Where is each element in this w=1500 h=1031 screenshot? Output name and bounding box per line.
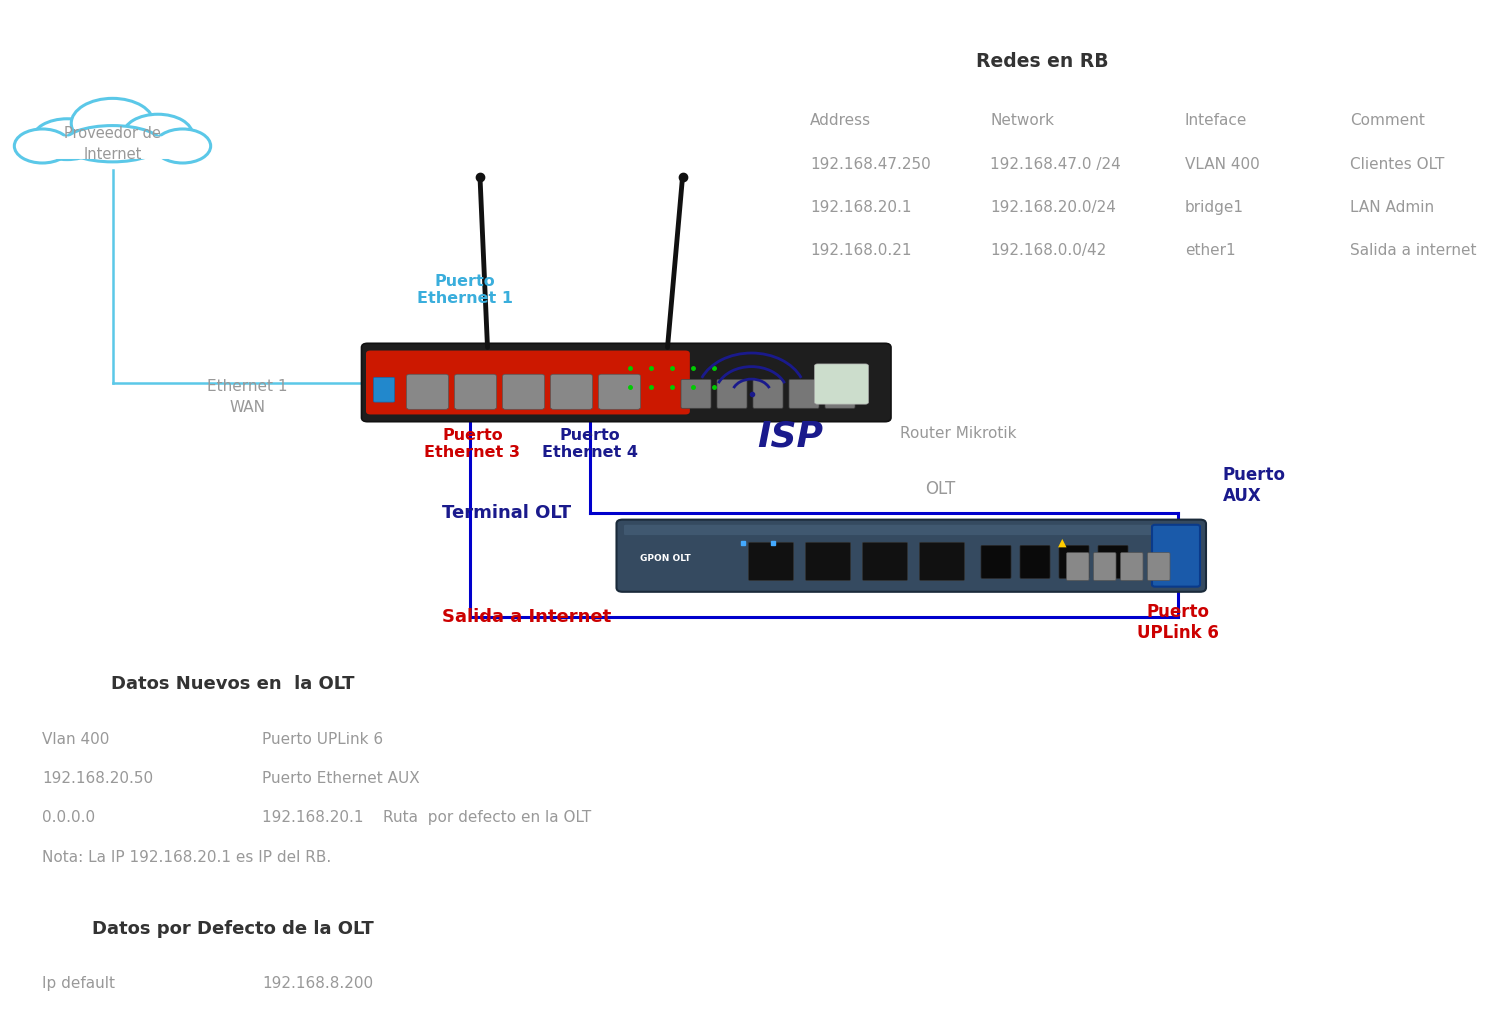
FancyBboxPatch shape xyxy=(920,542,964,580)
Text: Puerto UPLink 6: Puerto UPLink 6 xyxy=(262,732,384,747)
Text: Proveedor de
Internet: Proveedor de Internet xyxy=(64,127,160,162)
FancyBboxPatch shape xyxy=(406,374,448,409)
Text: ISP: ISP xyxy=(758,420,824,454)
Text: LAN Admin: LAN Admin xyxy=(1350,200,1434,215)
FancyBboxPatch shape xyxy=(825,379,855,408)
Text: VLAN 400: VLAN 400 xyxy=(1185,157,1260,172)
FancyBboxPatch shape xyxy=(503,374,544,409)
Text: Ip default: Ip default xyxy=(42,976,116,992)
Text: Router Mikrotik: Router Mikrotik xyxy=(900,426,1017,441)
Ellipse shape xyxy=(33,119,102,160)
Text: Puerto
Ethernet 4: Puerto Ethernet 4 xyxy=(542,428,638,460)
Text: 192.168.20.0/24: 192.168.20.0/24 xyxy=(990,200,1116,215)
Text: 192.168.20.1    Ruta  por defecto en la OLT: 192.168.20.1 Ruta por defecto en la OLT xyxy=(262,810,591,826)
Text: Nota: La IP 192.168.20.1 es IP del RB.: Nota: La IP 192.168.20.1 es IP del RB. xyxy=(42,850,332,865)
Text: Clientes OLT: Clientes OLT xyxy=(1350,157,1444,172)
Text: Network: Network xyxy=(990,113,1054,129)
FancyBboxPatch shape xyxy=(717,379,747,408)
Text: 192.168.0.21: 192.168.0.21 xyxy=(810,243,912,259)
FancyBboxPatch shape xyxy=(1066,553,1089,580)
Text: Datos Nuevos en  la OLT: Datos Nuevos en la OLT xyxy=(111,675,354,693)
FancyBboxPatch shape xyxy=(1059,545,1089,578)
FancyBboxPatch shape xyxy=(753,379,783,408)
FancyBboxPatch shape xyxy=(815,364,868,404)
Text: 192.168.0.0/42: 192.168.0.0/42 xyxy=(990,243,1106,259)
Text: Puerto
AUX: Puerto AUX xyxy=(1222,466,1286,505)
Text: Inteface: Inteface xyxy=(1185,113,1248,129)
Text: Puerto
Ethernet 3: Puerto Ethernet 3 xyxy=(424,428,520,460)
Text: Vlan 400: Vlan 400 xyxy=(42,732,110,747)
FancyBboxPatch shape xyxy=(454,374,497,409)
Text: Address: Address xyxy=(810,113,871,129)
FancyBboxPatch shape xyxy=(981,545,1011,578)
Ellipse shape xyxy=(15,129,70,163)
FancyBboxPatch shape xyxy=(862,542,907,580)
Text: Salida a Internet: Salida a Internet xyxy=(442,607,612,626)
FancyBboxPatch shape xyxy=(34,137,189,158)
FancyBboxPatch shape xyxy=(374,377,394,402)
FancyBboxPatch shape xyxy=(616,520,1206,592)
Text: bridge1: bridge1 xyxy=(1185,200,1244,215)
FancyBboxPatch shape xyxy=(748,542,794,580)
Ellipse shape xyxy=(63,126,162,162)
FancyBboxPatch shape xyxy=(1120,553,1143,580)
Text: 192.168.47.250: 192.168.47.250 xyxy=(810,157,930,172)
Text: Ethernet 1
WAN: Ethernet 1 WAN xyxy=(207,379,288,414)
Text: Redes en RB: Redes en RB xyxy=(976,52,1108,70)
FancyBboxPatch shape xyxy=(18,111,207,170)
FancyBboxPatch shape xyxy=(806,542,850,580)
Text: Puerto
Ethernet 1: Puerto Ethernet 1 xyxy=(417,274,513,306)
Text: Terminal OLT: Terminal OLT xyxy=(442,504,572,523)
FancyBboxPatch shape xyxy=(624,525,1198,535)
Text: 0.0.0.0: 0.0.0.0 xyxy=(42,810,94,826)
Text: ▲: ▲ xyxy=(1058,538,1066,548)
FancyBboxPatch shape xyxy=(1094,553,1116,580)
FancyBboxPatch shape xyxy=(1098,545,1128,578)
FancyBboxPatch shape xyxy=(550,374,592,409)
Text: 192.168.20.50: 192.168.20.50 xyxy=(42,771,153,787)
Text: Comment: Comment xyxy=(1350,113,1425,129)
Text: Puerto
UPLink 6: Puerto UPLink 6 xyxy=(1137,603,1218,642)
Text: GPON OLT: GPON OLT xyxy=(640,555,692,563)
FancyBboxPatch shape xyxy=(1148,553,1170,580)
Text: 192.168.20.1: 192.168.20.1 xyxy=(810,200,912,215)
Text: Salida a internet: Salida a internet xyxy=(1350,243,1476,259)
Text: 192.168.47.0 /24: 192.168.47.0 /24 xyxy=(990,157,1120,172)
FancyBboxPatch shape xyxy=(1020,545,1050,578)
Text: 192.168.8.200: 192.168.8.200 xyxy=(262,976,374,992)
FancyBboxPatch shape xyxy=(681,379,711,408)
Text: ether1: ether1 xyxy=(1185,243,1236,259)
Ellipse shape xyxy=(123,114,192,155)
FancyBboxPatch shape xyxy=(362,343,891,422)
FancyBboxPatch shape xyxy=(598,374,640,409)
FancyBboxPatch shape xyxy=(1152,525,1200,587)
FancyBboxPatch shape xyxy=(366,351,690,414)
Ellipse shape xyxy=(154,129,210,163)
Ellipse shape xyxy=(72,98,153,148)
Text: Datos por Defecto de la OLT: Datos por Defecto de la OLT xyxy=(92,920,374,937)
Text: OLT: OLT xyxy=(926,480,956,498)
FancyBboxPatch shape xyxy=(789,379,819,408)
Text: Puerto Ethernet AUX: Puerto Ethernet AUX xyxy=(262,771,420,787)
